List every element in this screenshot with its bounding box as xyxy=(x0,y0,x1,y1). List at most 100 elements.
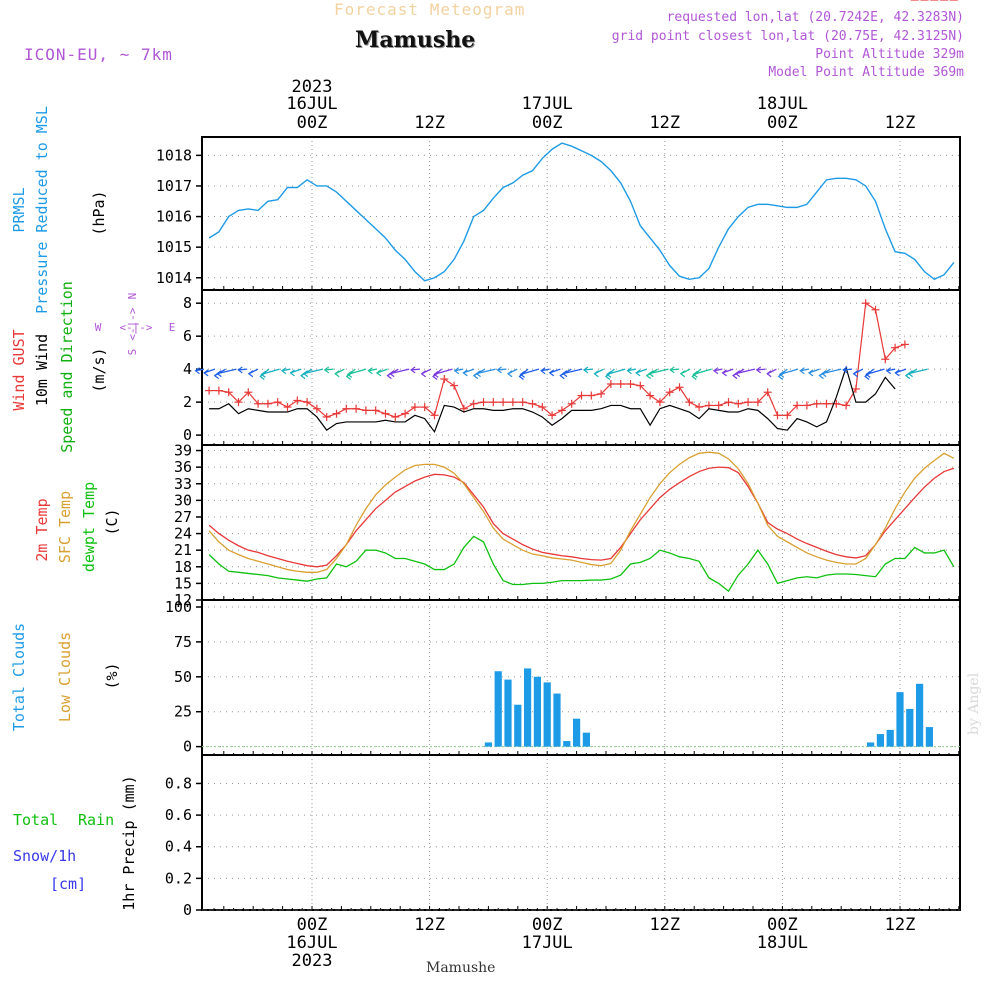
rain-label-rain: Rain xyxy=(78,811,114,829)
wind-direction-arrow xyxy=(713,368,723,372)
requested-coords: requested lon,lat (20.7242E, 42.3283N) xyxy=(666,10,964,25)
temp2m-label: 2m Temp xyxy=(33,498,51,561)
top-day-label: 16JUL xyxy=(286,94,337,114)
y-tick-label: 15 xyxy=(174,574,192,592)
wind-direction-arrow xyxy=(670,368,680,371)
model-label: ICON-EU, ~ 7km xyxy=(24,45,173,64)
wind-direction-arrow xyxy=(303,368,323,375)
wind-arrow-head xyxy=(894,369,900,377)
wind-arrow-head xyxy=(648,370,654,378)
y-tick-label: 1014 xyxy=(156,269,192,287)
top-noon-label: 12Z xyxy=(649,113,680,133)
top-time-label: 00Z xyxy=(297,113,328,133)
wind-arrow-head xyxy=(260,370,266,378)
wind-arrow-head xyxy=(194,367,200,375)
wind-arrow-head xyxy=(375,369,382,377)
snow-label: Snow/1h xyxy=(13,847,76,865)
bottom-time-label: 00Z xyxy=(297,915,328,935)
cloud-bar xyxy=(494,671,502,747)
bottom-day-label: 17JUL xyxy=(522,933,573,953)
y-tick-label: 0.8 xyxy=(165,774,192,792)
cloud-bar xyxy=(514,704,522,747)
rain-label-total: Total xyxy=(13,811,58,829)
point-altitude: Point Altitude 329m xyxy=(815,47,964,62)
y-tick-label: 75 xyxy=(174,633,192,651)
y-tick-label: 18 xyxy=(174,558,192,576)
y-tick-label: 25 xyxy=(174,703,192,721)
wind-direction-arrow xyxy=(411,368,421,371)
wind-direction-arrow xyxy=(735,368,755,375)
y-tick-label: 1017 xyxy=(156,177,192,195)
wind-arrow-head xyxy=(712,367,719,375)
wind-arrow-head xyxy=(852,370,858,378)
wind-arrow-head xyxy=(721,369,727,377)
wind-arrow-head xyxy=(799,367,805,375)
temp-unit: (C) xyxy=(103,508,121,535)
y-tick-label: 6 xyxy=(183,327,192,345)
y-tick-label: 50 xyxy=(174,668,192,686)
dewpt-label: dewpt Temp xyxy=(80,482,98,572)
wind-arrow-head xyxy=(807,369,814,377)
wind-arrow-head xyxy=(410,366,416,374)
y-tick-label: 0 xyxy=(183,426,192,444)
wind-direction-arrow xyxy=(281,368,291,372)
top-day-label: 18JUL xyxy=(757,94,808,114)
wind-direction-arrow xyxy=(627,368,637,372)
wind-direction-arrow xyxy=(347,368,367,376)
wind-direction-arrow xyxy=(324,368,334,371)
wind-speed-line xyxy=(209,365,896,434)
top-year-label: 2023 xyxy=(292,77,333,97)
wind-direction-arrow xyxy=(195,368,205,372)
cloud-bar xyxy=(533,676,541,747)
wind-arrow-head xyxy=(475,370,481,378)
bottom-noon-label: 12Z xyxy=(885,915,916,935)
wind-arrow-head xyxy=(203,369,209,377)
cloud-bar xyxy=(867,742,875,747)
y-tick-label: 24 xyxy=(174,525,192,543)
wind-arrow-head xyxy=(885,367,892,375)
wind-arrow-head xyxy=(323,366,330,374)
panel-frame xyxy=(201,136,961,291)
cloud-bar xyxy=(504,679,512,747)
gust-label: Wind GUST xyxy=(10,329,28,410)
wind-arrow-head xyxy=(606,370,612,378)
cloud-bar xyxy=(925,727,933,747)
y-tick-label: 8 xyxy=(183,294,192,312)
cloud-bar xyxy=(563,741,571,747)
wind-arrow-head xyxy=(679,370,686,378)
compass-arrow: <-|-> xyxy=(119,321,152,334)
wind-direction-arrow xyxy=(756,368,766,371)
wind-unit: (m/s) xyxy=(90,347,108,392)
model-altitude: Model Point Altitude 369m xyxy=(768,65,964,80)
y-tick-label: 0.2 xyxy=(165,869,192,887)
bottom-noon-label: 12Z xyxy=(414,915,445,935)
wind-arrow-head xyxy=(593,370,599,378)
wind-arrow-head xyxy=(247,370,254,378)
snow-unit: [cm] xyxy=(50,875,86,893)
wind-arrow-head xyxy=(237,366,243,374)
cloud-bar xyxy=(582,732,590,747)
wind-arrow-head xyxy=(302,370,309,378)
wind-arrow-head xyxy=(548,369,555,377)
precip-unit: 1hr Precip (mm) xyxy=(120,775,138,910)
wind-direction-arrow xyxy=(693,368,712,376)
clouds-unit: (%) xyxy=(103,662,121,689)
wind-direction-arrow xyxy=(606,368,626,376)
wind-direction-arrow xyxy=(562,368,583,375)
cloud-bar xyxy=(916,683,924,747)
cloud-bar xyxy=(896,692,904,747)
bottom-time-label: 00Z xyxy=(532,915,563,935)
wind-arrow-head xyxy=(519,370,525,378)
wind-arrow-head xyxy=(734,370,741,378)
gust-line xyxy=(209,302,906,418)
bottom-day-label: 16JUL xyxy=(286,933,337,953)
top-noon-label: 12Z xyxy=(885,113,916,133)
wind-direction-arrow xyxy=(390,368,410,375)
wind-direction-arrow xyxy=(583,368,593,371)
cloud-bar xyxy=(573,718,581,747)
temp-2m-line xyxy=(208,466,955,568)
cloud-bar xyxy=(876,734,884,747)
wind-direction-arrow xyxy=(217,368,237,375)
y-tick-label: 33 xyxy=(174,475,192,493)
y-tick-label: 0 xyxy=(183,901,192,919)
